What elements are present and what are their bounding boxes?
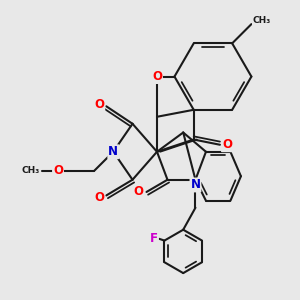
Text: O: O	[134, 185, 144, 199]
Text: O: O	[53, 164, 63, 178]
Text: O: O	[222, 138, 232, 151]
Text: F: F	[150, 232, 158, 245]
Text: O: O	[152, 70, 162, 83]
Text: O: O	[94, 191, 104, 204]
Text: CH₃: CH₃	[253, 16, 271, 25]
Text: CH₃: CH₃	[22, 167, 40, 176]
Text: N: N	[108, 145, 118, 158]
Text: N: N	[190, 178, 200, 191]
Text: O: O	[94, 98, 104, 111]
